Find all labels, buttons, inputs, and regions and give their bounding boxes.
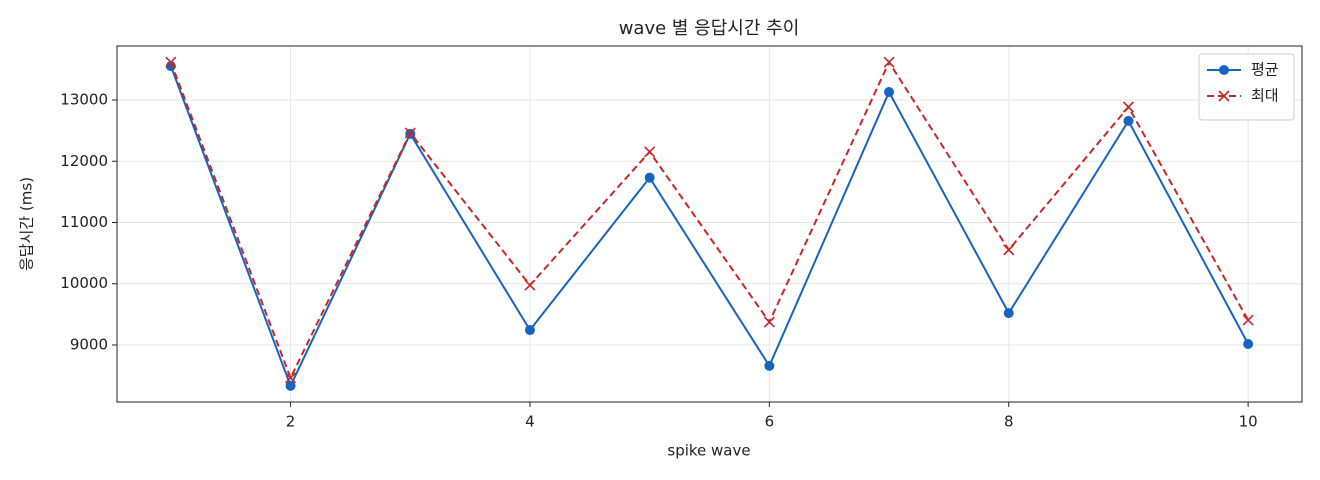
x-tick-label: 6 [765, 413, 775, 431]
marker [524, 279, 536, 291]
legend-label: 평균 [1251, 61, 1279, 79]
marker [1122, 101, 1135, 113]
marker [763, 316, 775, 328]
marker [285, 380, 296, 391]
marker [644, 172, 655, 183]
marker [1003, 308, 1014, 319]
marker [883, 56, 895, 68]
marker [1242, 314, 1254, 326]
x-tick-label: 4 [525, 413, 535, 431]
marker [1003, 244, 1015, 256]
marker [1243, 339, 1254, 350]
x-tick-label: 8 [1004, 413, 1014, 431]
marker [524, 325, 535, 336]
marker [644, 146, 656, 158]
x-tick-label: 10 [1239, 413, 1258, 431]
marker [284, 372, 297, 384]
plot-frame [116, 45, 1303, 403]
legend-marker [1219, 65, 1229, 75]
legend-marker [1218, 90, 1230, 102]
y-tick-label: 12000 [60, 152, 108, 170]
x-axis-label: spike wave [667, 442, 750, 460]
y-tick-label: 10000 [60, 274, 108, 292]
marker [165, 56, 177, 68]
y-tick-label: 9000 [70, 335, 108, 353]
y-tick-label: 13000 [60, 91, 108, 109]
y-tick-label: 11000 [60, 213, 108, 231]
series-line [169, 60, 1250, 381]
chart-title: wave 별 응답시간 추이 [619, 18, 800, 39]
x-tick-label: 2 [286, 413, 296, 431]
marker [764, 360, 775, 371]
marker [1123, 115, 1134, 126]
marker [404, 127, 416, 139]
legend-box [1198, 53, 1295, 121]
y-axis-label: 응답시간 (ms) [18, 177, 36, 271]
marker [884, 87, 895, 98]
legend-label: 최대 [1251, 87, 1279, 105]
series-line [169, 65, 1250, 389]
